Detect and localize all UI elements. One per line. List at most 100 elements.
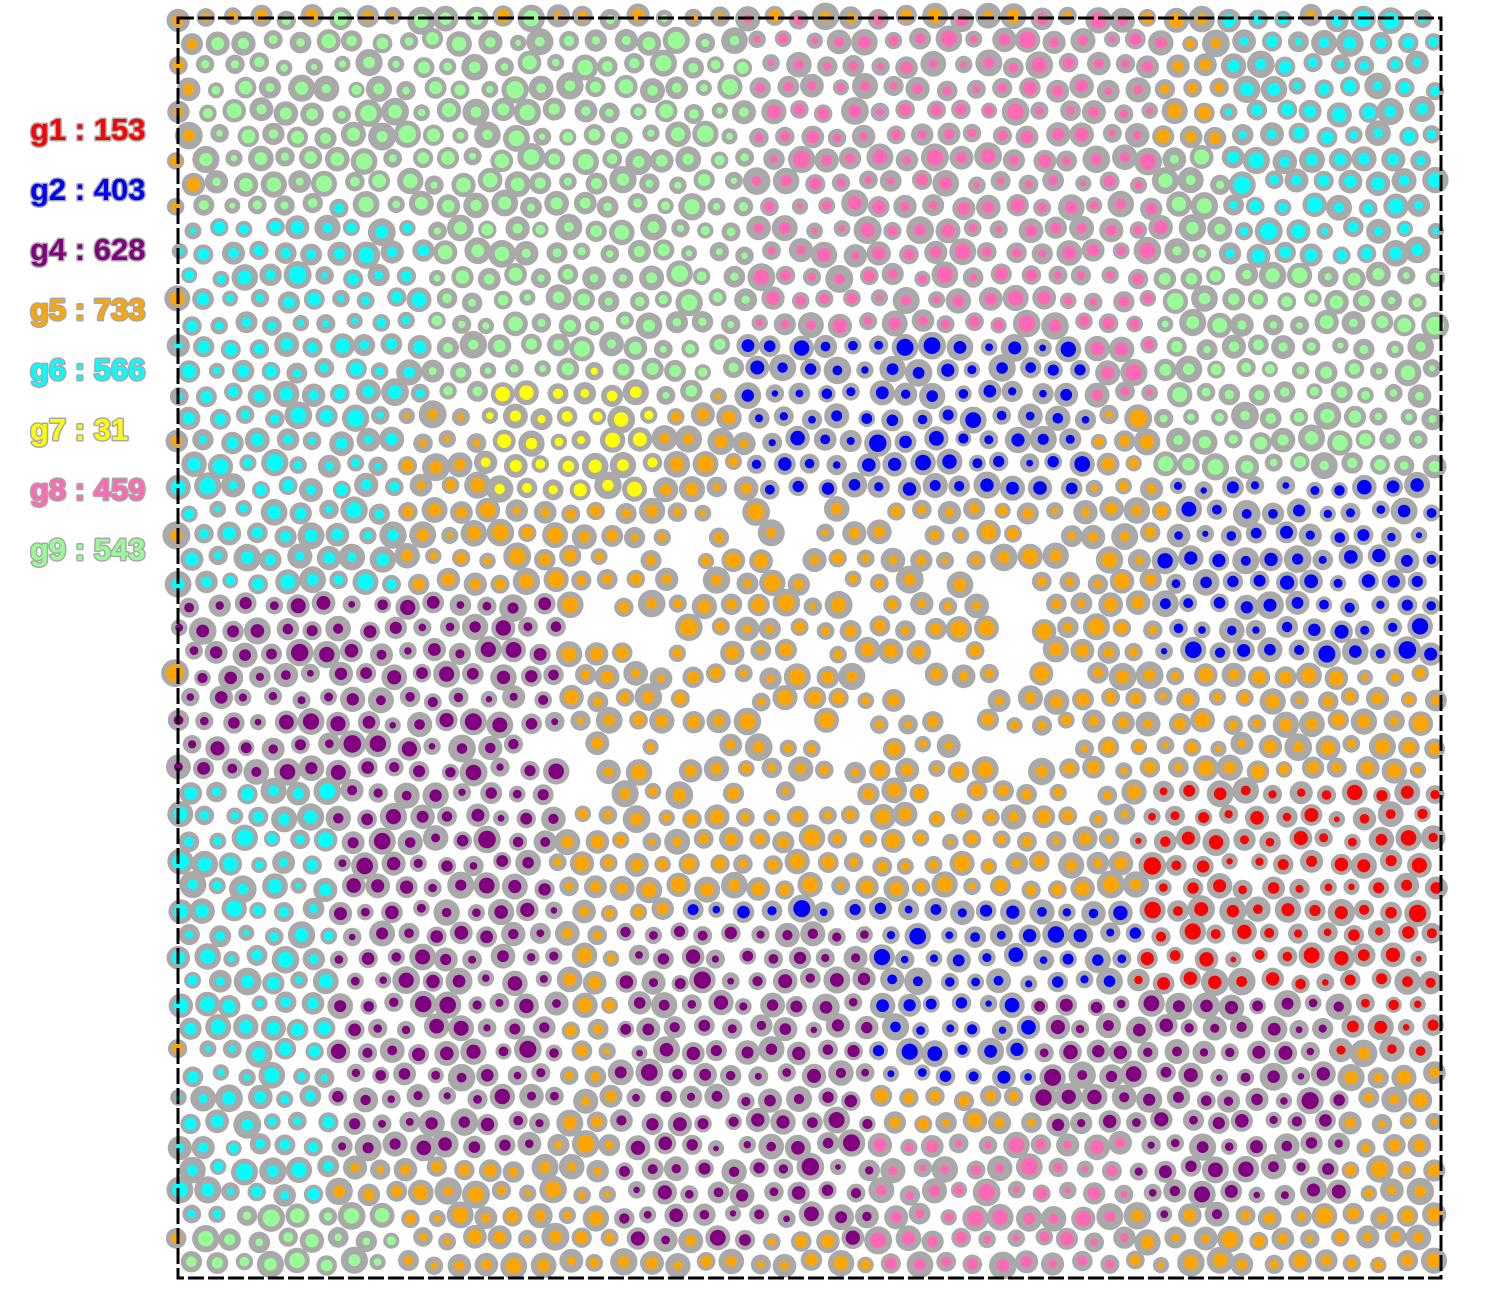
cell-g4-1207	[363, 625, 377, 638]
cell-g4-2113	[686, 1092, 696, 1101]
cell-g1-1713	[1324, 883, 1333, 892]
cell-g5-959	[685, 482, 699, 496]
cell-g4-1586	[431, 833, 441, 843]
cell-g4-1415	[294, 739, 306, 751]
cell-g2-782	[983, 384, 997, 398]
cell-g9-387	[470, 199, 482, 212]
cell-g4-2199	[468, 1141, 481, 1153]
cell-g6-521	[288, 266, 307, 284]
cell-g4-1878	[693, 971, 711, 989]
cell-g5-1050	[766, 527, 777, 538]
cell-g5-1353	[1050, 695, 1063, 709]
cell-g5-2418	[1306, 1235, 1314, 1243]
cell-g2-1029	[1426, 508, 1437, 518]
cell-g9-238	[268, 129, 279, 139]
cell-g1-1616	[1240, 835, 1249, 845]
cell-g5-1231	[1148, 625, 1158, 635]
cell-g2-1795	[996, 930, 1006, 940]
cell-g4-1881	[778, 974, 793, 989]
cell-g4-2255	[728, 1166, 740, 1178]
cell-g5-1179	[809, 603, 817, 610]
cell-g5-1700	[968, 882, 976, 891]
cell-g8-214	[876, 108, 884, 116]
cell-g5-1409	[1389, 716, 1399, 726]
cell-g4-1422	[485, 742, 496, 754]
cell-g2-1194	[1291, 597, 1304, 609]
cell-g9-793	[1280, 387, 1290, 397]
cell-g4-2053	[351, 1068, 361, 1078]
cell-g9-397	[738, 202, 749, 212]
cell-g9-558	[1291, 267, 1308, 284]
cell-g6-2051	[297, 1072, 307, 1081]
cell-g9-255	[726, 132, 733, 140]
cell-g9-289	[355, 153, 373, 170]
cell-g6-1958	[317, 1021, 331, 1035]
cell-g2-1154	[1361, 574, 1376, 588]
cell-g6-1718	[173, 904, 188, 919]
cell-g2-679	[741, 339, 755, 352]
cell-g5-1425	[646, 742, 655, 752]
cell-g5-1659	[1114, 856, 1128, 870]
cell-g6-1032	[222, 526, 236, 541]
cell-g5-1098	[971, 556, 981, 565]
cell-g2-1192	[1240, 601, 1253, 614]
cell-g4-2303	[736, 1189, 749, 1202]
cell-g5-2062	[590, 1071, 601, 1082]
cell-g4-1461	[548, 763, 564, 780]
cell-g4-1681	[455, 879, 467, 891]
cell-g8-598	[1089, 298, 1098, 307]
cell-g5-1432	[944, 741, 953, 751]
cell-g4-1972	[698, 1019, 711, 1032]
cell-g5-1553	[791, 810, 804, 823]
cell-g4-2270	[1134, 1167, 1143, 1176]
cell-g9-246	[482, 129, 493, 140]
cell-g9-537	[730, 272, 739, 281]
cell-g2-2076	[968, 1071, 979, 1082]
cell-g8-399	[796, 203, 804, 210]
cell-g9-576	[497, 294, 509, 306]
cell-g9-2382	[334, 1233, 343, 1242]
cell-g5-1133	[661, 574, 672, 585]
cell-g8-551	[1105, 270, 1115, 280]
cell-g5-1260	[725, 646, 739, 660]
cell-g5-1140	[904, 573, 916, 586]
cell-g1-1522	[1240, 785, 1251, 796]
cell-g2-1887	[945, 977, 955, 987]
cell-g5-2293	[468, 1186, 484, 1203]
cell-g5-1174	[673, 598, 683, 609]
cell-g2-1740	[767, 906, 777, 916]
cell-g1-1856	[1357, 949, 1370, 961]
cell-g4-1925	[687, 1000, 697, 1009]
cell-g9-530	[537, 274, 545, 282]
cell-g6-514	[1360, 247, 1373, 260]
cell-g9-62	[591, 36, 600, 45]
cell-g1-1707	[1159, 883, 1168, 892]
legend-count: 628	[94, 232, 146, 267]
cell-g1-1952	[1414, 1000, 1422, 1008]
cell-g2-982	[1310, 486, 1320, 495]
cell-g5-1356	[1130, 692, 1142, 705]
cell-g6-897	[293, 460, 303, 470]
cell-g8-643	[1048, 319, 1062, 333]
cell-g5-2444	[757, 1260, 765, 1269]
cell-g8-411	[1115, 198, 1127, 210]
cell-g5-1322	[1328, 670, 1344, 686]
cell-g6-466	[1348, 221, 1359, 233]
cell-g6-1123	[386, 579, 397, 590]
cell-g9-365	[1158, 173, 1173, 188]
cell-g8-548	[1025, 269, 1038, 281]
cell-g5-998	[480, 502, 496, 518]
cell-g8-218	[983, 105, 995, 116]
cell-g5-1271	[1128, 647, 1139, 657]
cell-g6-989	[239, 504, 248, 513]
cell-g5-1283	[166, 664, 184, 682]
cell-g9-529	[508, 267, 523, 282]
cell-g9-770	[662, 391, 670, 399]
cell-g8-70	[811, 37, 819, 45]
cell-g6-428	[322, 222, 333, 233]
cell-g9-747	[1320, 366, 1333, 379]
cell-g5-1702	[1026, 885, 1037, 896]
cell-g7-811	[509, 410, 521, 422]
cell-g2-1933	[903, 999, 916, 1012]
cell-g4-2136	[1301, 1092, 1319, 1110]
